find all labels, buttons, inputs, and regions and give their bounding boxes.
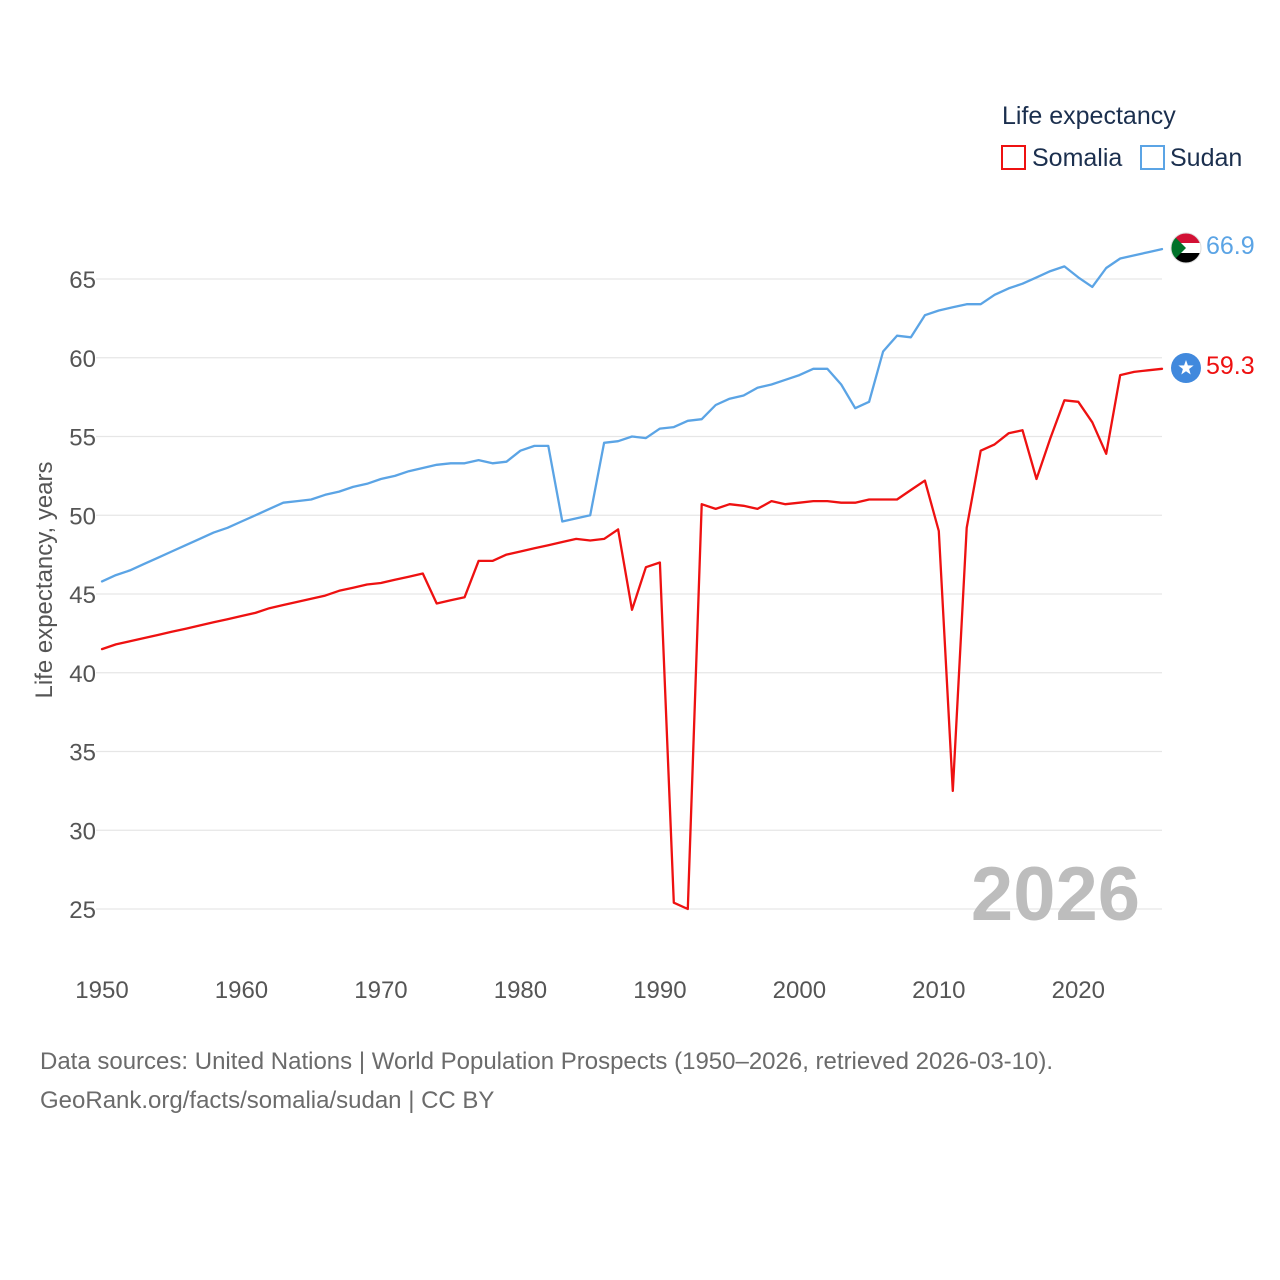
y-tick-label: 45 [69,582,96,609]
series-lines [100,247,1164,911]
footer: Data sources: United Nations | World Pop… [40,1042,1053,1120]
series-end-markers: 66.9 59.3 [1170,232,1255,383]
x-tick-label: 2010 [912,977,965,1004]
legend-title: Life expectancy [1002,102,1176,130]
y-tick-label: 60 [69,346,96,373]
x-axis-ticks: 1950 1960 1970 1980 1990 2000 2010 2020 [75,977,1105,1004]
somalia-flag-icon [1171,353,1201,383]
series-line-sudan [100,247,1164,583]
y-tick-label: 25 [69,897,96,924]
y-tick-label: 65 [69,267,96,294]
y-axis-ticks: 25 30 35 40 45 50 55 60 65 [69,267,96,924]
sudan-end-value: 66.9 [1206,232,1255,260]
legend: Life expectancy Somalia Sudan [1001,102,1242,172]
y-axis-label: Life expectancy, years [31,461,58,698]
y-tick-label: 30 [69,818,96,845]
legend-label-sudan: Sudan [1170,144,1242,172]
x-tick-label: 1950 [75,977,128,1004]
y-tick-label: 55 [69,425,96,452]
x-tick-label: 2000 [773,977,826,1004]
legend-label-somalia: Somalia [1032,144,1122,172]
x-tick-label: 2020 [1052,977,1105,1004]
y-tick-label: 50 [69,503,96,530]
y-tick-label: 35 [69,740,96,767]
legend-swatch-somalia [1001,145,1026,170]
sudan-flag-icon [1170,232,1202,264]
x-tick-label: 1980 [494,977,547,1004]
line-chart: 25 30 35 40 45 50 55 60 65 1950 1960 1970 1980 1990 2… [31,102,1255,1004]
x-tick-label: 1970 [354,977,407,1004]
source-note: Data sources: United Nations | World Pop… [40,1048,1054,1075]
x-tick-label: 1990 [633,977,686,1004]
series-line-somalia [100,367,1164,911]
y-tick-label: 40 [69,661,96,688]
legend-swatch-sudan [1140,145,1165,170]
x-tick-label: 1960 [215,977,268,1004]
credit-note: GeoRank.org/facts/somalia/sudan | CC BY [40,1087,495,1114]
year-watermark: 2026 [971,852,1140,937]
somalia-end-value: 59.3 [1206,352,1255,380]
